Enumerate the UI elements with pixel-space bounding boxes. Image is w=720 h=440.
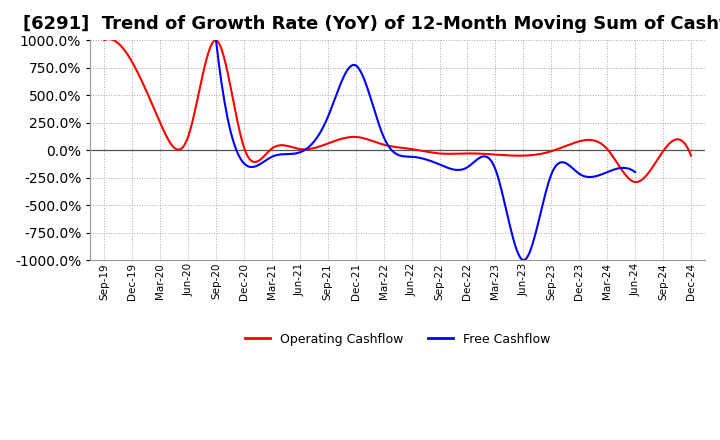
Title: [6291]  Trend of Growth Rate (YoY) of 12-Month Moving Sum of Cashflows: [6291] Trend of Growth Rate (YoY) of 12-…	[23, 15, 720, 33]
Legend: Operating Cashflow, Free Cashflow: Operating Cashflow, Free Cashflow	[240, 328, 556, 351]
